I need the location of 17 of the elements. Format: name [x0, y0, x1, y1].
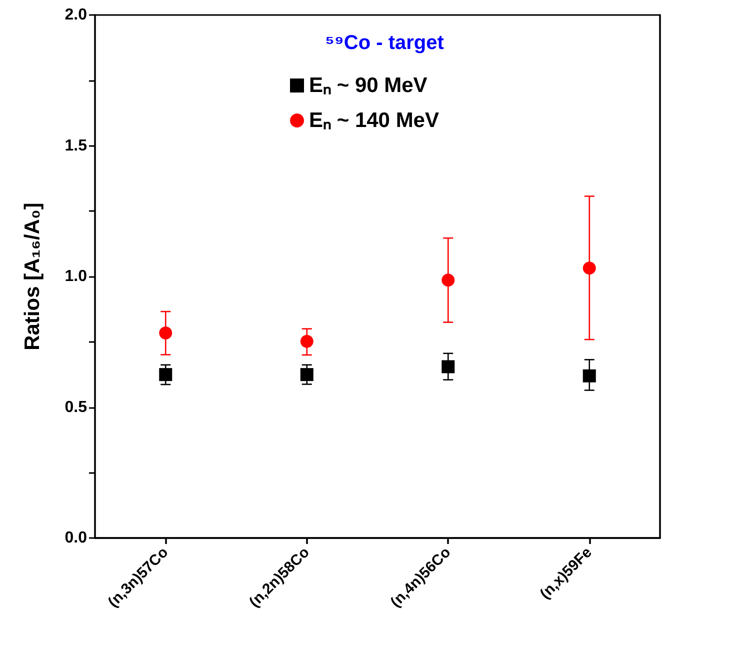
legend-label: Eₙ ~ 140 MeV: [309, 109, 440, 132]
y-tick-label: 1.5: [64, 137, 88, 154]
point: [582, 262, 596, 275]
y-tick-label: 0.0: [64, 530, 88, 546]
point: [442, 274, 455, 287]
legend-title: ⁵⁹Co - target: [325, 32, 444, 54]
point: [442, 360, 455, 374]
point: [159, 368, 172, 382]
point: [300, 334, 314, 348]
y-tick-label: 1.0: [64, 268, 88, 285]
y-axis-title: Ratios [A₁₆/A₀]: [21, 202, 44, 350]
point: [300, 368, 314, 382]
point: [582, 369, 596, 382]
y-tick-label: 2.0: [64, 6, 88, 24]
legend-label: Eₙ ~ 90 MeV: [309, 74, 428, 97]
y-tick-label: 0.5: [64, 398, 88, 416]
point: [159, 326, 172, 340]
